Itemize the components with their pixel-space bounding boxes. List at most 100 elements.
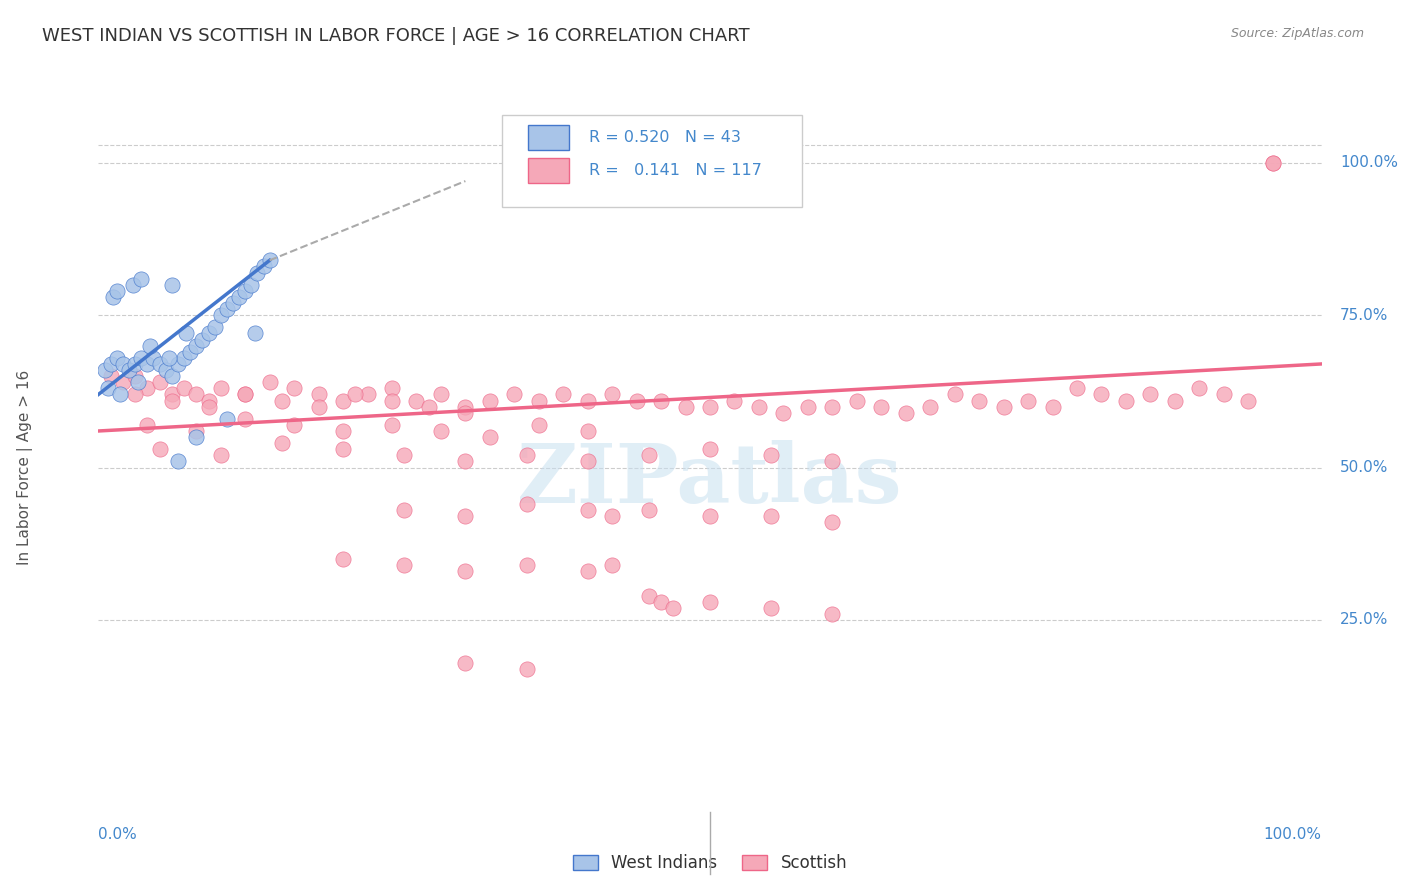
- Point: [600, 387, 623, 401]
- Text: 75.0%: 75.0%: [1340, 308, 1388, 323]
- Point: [197, 393, 219, 408]
- Point: [105, 284, 128, 298]
- Point: [186, 387, 208, 401]
- Point: [233, 387, 256, 401]
- Point: [392, 503, 416, 517]
- Point: [478, 430, 501, 444]
- Point: [821, 607, 844, 621]
- Point: [1042, 400, 1064, 414]
- Point: [332, 442, 354, 457]
- Point: [209, 449, 232, 463]
- Point: [381, 417, 404, 432]
- Point: [167, 454, 190, 468]
- Text: 0.0%: 0.0%: [98, 827, 138, 842]
- Point: [699, 594, 721, 608]
- Point: [650, 393, 672, 408]
- Point: [252, 260, 274, 274]
- Text: 100.0%: 100.0%: [1340, 155, 1398, 170]
- Legend: West Indians, Scottish: West Indians, Scottish: [567, 847, 853, 879]
- Point: [699, 400, 721, 414]
- Point: [160, 277, 183, 292]
- Point: [233, 412, 256, 426]
- Point: [1139, 387, 1161, 401]
- Point: [1261, 156, 1284, 170]
- Point: [332, 424, 354, 438]
- Point: [761, 449, 783, 463]
- Point: [246, 266, 269, 280]
- Point: [1115, 393, 1137, 408]
- Point: [149, 376, 172, 390]
- Point: [197, 326, 219, 341]
- Point: [993, 400, 1015, 414]
- Text: R = 0.520   N = 43: R = 0.520 N = 43: [589, 129, 741, 145]
- Point: [662, 600, 685, 615]
- Point: [637, 503, 661, 517]
- Point: [430, 424, 453, 438]
- Text: R =   0.141   N = 117: R = 0.141 N = 117: [589, 162, 762, 178]
- Point: [894, 406, 917, 420]
- Point: [356, 387, 378, 401]
- Point: [418, 400, 440, 414]
- Point: [527, 393, 550, 408]
- Point: [1261, 156, 1284, 170]
- Point: [454, 400, 477, 414]
- Point: [1188, 381, 1211, 395]
- Point: [149, 357, 172, 371]
- Point: [821, 516, 844, 530]
- Point: [136, 357, 159, 371]
- Point: [1090, 387, 1112, 401]
- Point: [845, 393, 868, 408]
- Point: [381, 381, 404, 395]
- Point: [160, 393, 183, 408]
- Point: [576, 424, 599, 438]
- Point: [124, 387, 146, 401]
- Point: [723, 393, 745, 408]
- Point: [283, 417, 305, 432]
- Point: [797, 400, 820, 414]
- Point: [637, 449, 661, 463]
- Text: 50.0%: 50.0%: [1340, 460, 1388, 475]
- Point: [233, 387, 256, 401]
- Point: [124, 369, 146, 384]
- Point: [136, 381, 159, 395]
- Point: [344, 387, 367, 401]
- Point: [124, 357, 146, 371]
- Point: [527, 417, 550, 432]
- Point: [129, 351, 152, 365]
- Point: [967, 393, 990, 408]
- Point: [516, 662, 538, 676]
- Point: [332, 393, 354, 408]
- Point: [160, 369, 183, 384]
- Text: WEST INDIAN VS SCOTTISH IN LABOR FORCE | AGE > 16 CORRELATION CHART: WEST INDIAN VS SCOTTISH IN LABOR FORCE |…: [42, 27, 749, 45]
- Point: [179, 344, 201, 359]
- Point: [675, 400, 697, 414]
- Point: [1017, 393, 1039, 408]
- Point: [191, 333, 214, 347]
- Point: [478, 393, 501, 408]
- Point: [100, 369, 122, 384]
- Point: [772, 406, 794, 420]
- Point: [821, 454, 844, 468]
- FancyBboxPatch shape: [527, 125, 569, 150]
- Point: [160, 387, 183, 401]
- Text: 100.0%: 100.0%: [1264, 827, 1322, 842]
- Text: Source: ZipAtlas.com: Source: ZipAtlas.com: [1230, 27, 1364, 40]
- Point: [308, 387, 330, 401]
- Text: ZIPatlas: ZIPatlas: [517, 440, 903, 520]
- Point: [111, 357, 134, 371]
- Point: [110, 387, 132, 401]
- Point: [650, 594, 672, 608]
- Point: [392, 558, 416, 573]
- Point: [748, 400, 770, 414]
- Point: [392, 449, 416, 463]
- Point: [516, 449, 538, 463]
- Point: [454, 564, 477, 578]
- Point: [699, 509, 721, 524]
- Point: [405, 393, 427, 408]
- Point: [228, 290, 250, 304]
- Point: [454, 406, 477, 420]
- Point: [118, 363, 141, 377]
- Point: [240, 277, 263, 292]
- Point: [430, 387, 453, 401]
- FancyBboxPatch shape: [502, 115, 801, 207]
